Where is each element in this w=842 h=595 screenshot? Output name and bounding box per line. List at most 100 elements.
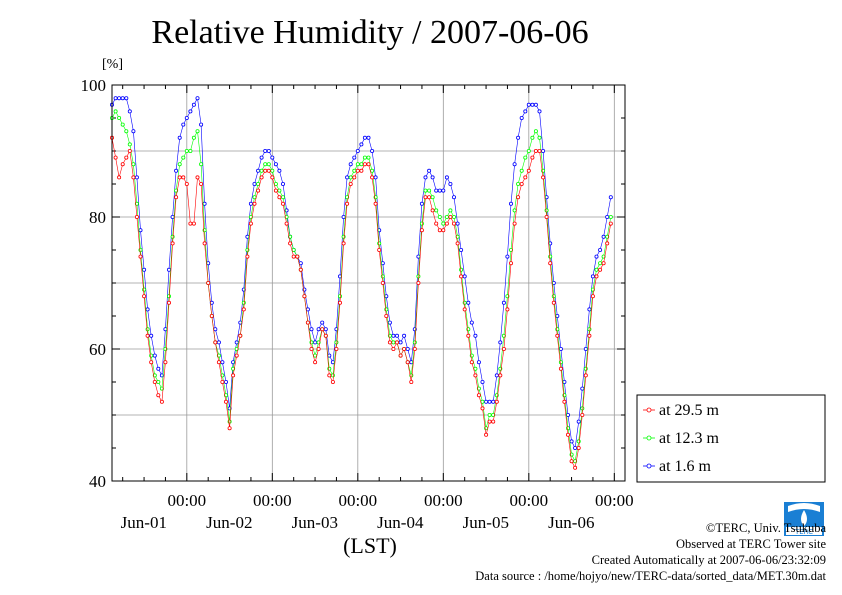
data-point xyxy=(423,195,428,200)
data-point xyxy=(166,300,171,305)
data-point xyxy=(117,96,122,101)
data-point xyxy=(480,406,485,411)
legend-marker xyxy=(646,407,652,413)
data-point xyxy=(608,195,613,200)
data-point xyxy=(480,379,485,384)
data-point xyxy=(181,175,186,180)
data-point xyxy=(127,148,132,153)
data-point xyxy=(498,340,503,345)
data-point xyxy=(177,162,182,167)
data-point xyxy=(587,333,592,338)
data-point xyxy=(373,201,378,206)
data-point xyxy=(334,340,339,345)
data-point xyxy=(555,333,560,338)
data-point xyxy=(337,294,342,299)
legend-marker xyxy=(646,463,652,469)
x-tick-date-label: Jun-06 xyxy=(548,513,594,532)
data-point xyxy=(152,379,157,384)
data-point xyxy=(544,208,549,213)
data-point xyxy=(370,148,375,153)
data-point xyxy=(558,366,563,371)
data-point xyxy=(113,96,118,101)
data-point xyxy=(134,175,139,180)
data-point xyxy=(434,221,439,226)
data-point xyxy=(355,148,360,153)
data-point xyxy=(191,135,196,140)
data-point xyxy=(316,346,321,351)
data-point xyxy=(598,261,603,266)
data-point xyxy=(605,214,610,219)
data-point xyxy=(566,432,571,437)
data-point xyxy=(270,175,275,180)
data-point xyxy=(334,346,339,351)
data-point xyxy=(266,162,271,167)
data-point xyxy=(145,333,150,338)
data-point xyxy=(188,148,193,153)
data-point xyxy=(594,274,599,279)
data-point xyxy=(127,142,132,147)
chart-title: Relative Humidity / 2007-06-06 xyxy=(151,14,589,51)
data-point xyxy=(131,162,136,167)
x-tick-time-label: 00:00 xyxy=(338,491,377,510)
data-point xyxy=(366,155,371,160)
data-point xyxy=(448,214,453,219)
data-point xyxy=(270,168,275,173)
data-point xyxy=(273,188,278,193)
data-point xyxy=(277,168,282,173)
data-point xyxy=(419,201,424,206)
data-point xyxy=(380,280,385,285)
y-tick-label: 100 xyxy=(81,76,107,95)
data-point xyxy=(156,393,161,398)
data-point xyxy=(498,373,503,378)
data-point xyxy=(437,188,442,193)
data-point xyxy=(213,327,218,332)
data-point xyxy=(462,274,467,279)
data-point xyxy=(124,155,129,160)
data-point xyxy=(298,261,303,266)
data-point xyxy=(149,360,154,365)
data-point xyxy=(145,327,150,332)
data-point xyxy=(234,353,239,358)
data-point xyxy=(370,175,375,180)
data-point xyxy=(491,419,496,424)
data-point xyxy=(455,241,460,246)
data-point xyxy=(494,373,499,378)
data-point xyxy=(605,241,610,246)
data-point xyxy=(583,346,588,351)
data-point xyxy=(484,432,489,437)
x-tick-date-label: Jun-03 xyxy=(292,513,338,532)
data-point xyxy=(359,162,364,167)
data-point xyxy=(590,274,595,279)
data-point xyxy=(416,280,421,285)
data-point xyxy=(384,313,389,318)
data-point xyxy=(548,261,553,266)
data-point xyxy=(430,208,435,213)
data-point xyxy=(163,360,168,365)
data-point xyxy=(216,360,221,365)
data-point xyxy=(149,333,154,338)
data-point xyxy=(587,327,592,332)
data-point xyxy=(494,399,499,404)
data-point xyxy=(512,208,517,213)
data-point xyxy=(248,201,253,206)
data-point xyxy=(348,181,353,186)
data-point xyxy=(209,313,214,318)
data-point xyxy=(227,426,232,431)
data-point xyxy=(366,135,371,140)
data-point xyxy=(487,399,492,404)
legend-label: at 1.6 m xyxy=(659,458,712,475)
footer: ©TERC, Univ. Tsukuba Observed at TERC To… xyxy=(475,520,826,584)
data-point xyxy=(305,320,310,325)
data-point xyxy=(170,234,175,239)
data-point xyxy=(259,155,264,160)
data-point xyxy=(348,175,353,180)
data-point xyxy=(459,274,464,279)
data-point xyxy=(199,162,204,167)
data-point xyxy=(245,254,250,259)
data-point xyxy=(427,195,432,200)
data-point xyxy=(608,214,613,219)
data-point xyxy=(152,353,157,358)
data-point xyxy=(476,360,481,365)
data-point xyxy=(512,162,517,167)
data-point xyxy=(263,148,268,153)
